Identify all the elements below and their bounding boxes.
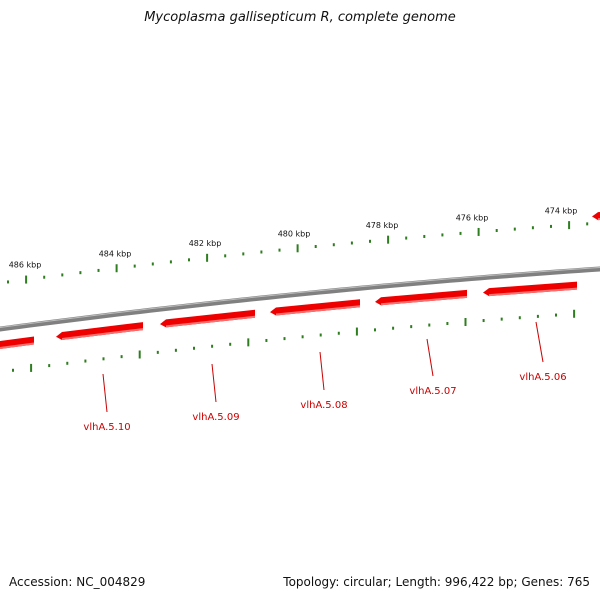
- scale-labels: 486 kbp 484 kbp 482 kbp 480 kbp 478 kbp 476 k…: [9, 207, 578, 270]
- gene-arrow-vlhA.5.07[interactable]: [375, 289, 467, 306]
- gene-leader-line: [102, 373, 108, 413]
- gene-arrow-vlhA.5.10[interactable]: [56, 322, 143, 340]
- inner-scale-ticks: [12, 309, 576, 372]
- accession-text: Accession: NC_004829: [9, 575, 146, 589]
- backbone-highlight: [0, 266, 600, 329]
- outer-scale-ticks: [7, 221, 589, 284]
- gene-arrow-partial-right[interactable]: [592, 209, 600, 221]
- gene-leader-line: [426, 338, 434, 377]
- gene-label[interactable]: vlhA.5.08: [300, 400, 347, 411]
- gene-arrow-vlhA.5.09[interactable]: [160, 309, 255, 328]
- scale-label: 482 kbp: [189, 239, 222, 248]
- gene-arrow-vlhA.5.06[interactable]: [483, 281, 577, 297]
- scale-label: 478 kbp: [366, 221, 399, 230]
- map-title: Mycoplasma gallisepticum R, complete gen…: [144, 10, 456, 25]
- gene-leader-line: [535, 321, 544, 363]
- gene-arrow-partial-left[interactable]: [0, 336, 34, 352]
- gene-features: [0, 209, 600, 352]
- gene-label[interactable]: vlhA.5.07: [409, 386, 456, 397]
- scale-label: 480 kbp: [278, 230, 311, 239]
- scale-label: 484 kbp: [99, 249, 132, 258]
- gene-arrow-vlhA.5.08[interactable]: [270, 299, 360, 316]
- genome-backbone: [0, 266, 600, 332]
- gene-label[interactable]: vlhA.5.06: [519, 372, 566, 383]
- genome-summary-text: Topology: circular; Length: 996,422 bp; …: [283, 575, 590, 589]
- gene-label[interactable]: vlhA.5.09: [192, 412, 239, 423]
- backbone-ring: [0, 266, 600, 332]
- gene-leader-line: [211, 363, 217, 403]
- gene-leader-line: [319, 351, 325, 391]
- scale-label: 486 kbp: [9, 261, 42, 270]
- gene-label-group: vlhA.5.10 vlhA.5.09 vlhA.5.08 vlhA.5.07 vlhA…: [83, 321, 567, 433]
- scale-label: 476 kbp: [456, 213, 489, 222]
- gene-label[interactable]: vlhA.5.10: [83, 422, 130, 433]
- scale-label: 474 kbp: [545, 207, 578, 216]
